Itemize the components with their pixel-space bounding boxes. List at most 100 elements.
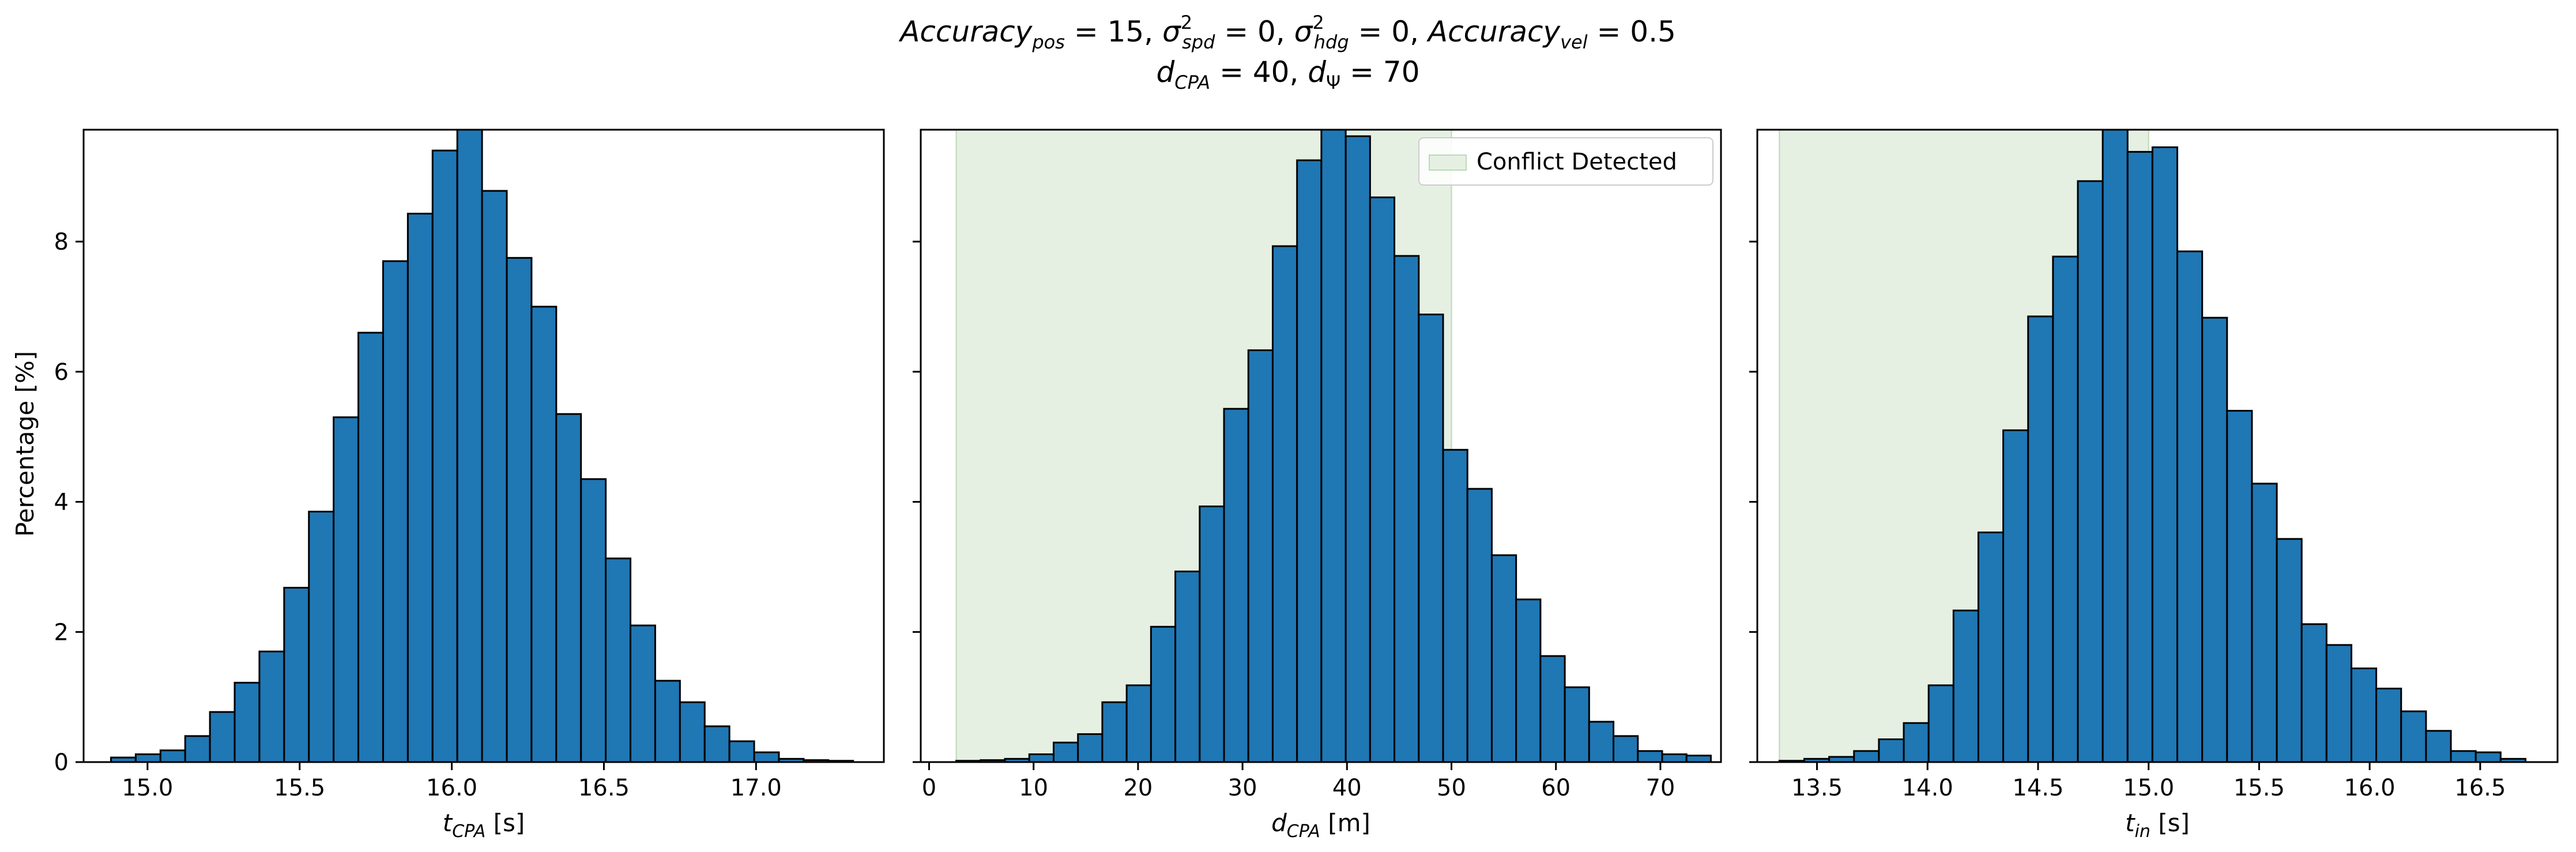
histogram-bar [1418, 314, 1444, 763]
panel-2-xlabel: dCPA [m] [1271, 809, 1370, 842]
histogram-bar [2027, 315, 2054, 763]
axes-frame [1756, 129, 2559, 763]
legend-swatch [1429, 154, 1467, 171]
histogram-bar [1613, 735, 1639, 763]
histogram-bar [1223, 408, 1249, 763]
histogram-bar [159, 749, 186, 763]
x-tick-label: 14.5 [2012, 775, 2063, 801]
histogram-bar [258, 650, 285, 763]
histogram-bar [2375, 687, 2402, 763]
histogram-bar [580, 478, 607, 763]
histogram-bar [209, 711, 236, 763]
histogram-bar [2400, 710, 2427, 763]
histogram-bar [1661, 753, 1688, 763]
histogram-bar [283, 587, 310, 763]
histogram-bar [2226, 410, 2253, 763]
x-tick-label: 14.0 [1902, 775, 1953, 801]
figure-title-line-2: dCPA = 40, dΨ = 70 [1156, 55, 1419, 93]
histogram-bar [234, 681, 261, 763]
histogram-bar [308, 510, 335, 763]
x-tick-label: 13.5 [1791, 775, 1843, 801]
x-tick-label: 50 [1437, 775, 1466, 801]
panel-1-xlabel: tCPA [s] [443, 809, 525, 842]
axes-frame [82, 129, 885, 763]
histogram-bar [2151, 146, 2179, 763]
x-tick-label: 16.5 [2454, 775, 2506, 801]
histogram-bar [753, 751, 780, 763]
panel-3-xlabel: tin [s] [2125, 809, 2190, 842]
x-tick-label: 0 [922, 775, 936, 801]
histogram-bar [728, 740, 755, 763]
histogram-bar [1588, 721, 1615, 763]
histogram-bar [1466, 488, 1493, 763]
histogram-bar [1296, 159, 1323, 763]
histogram-bar [2475, 751, 2502, 763]
legend: Conflict Detected [1418, 137, 1713, 186]
histogram-bar [1564, 686, 1590, 763]
y-tick-label: 0 [54, 749, 69, 776]
panel-2: 0 10 20 30 40 50 60 70 [913, 129, 1722, 801]
y-tick-label: 4 [54, 489, 69, 516]
histogram-bar [357, 331, 384, 763]
y-tick-label: 2 [54, 619, 69, 646]
histogram-bar [1977, 531, 2005, 763]
histogram-bar [382, 260, 409, 763]
x-tick-label: 15.5 [2234, 775, 2285, 801]
histogram-bar [134, 753, 161, 763]
histogram-bar [703, 725, 730, 763]
panel-1: 15.0 15.5 16.0 16.5 17.0 0 2 4 6 8 [54, 129, 885, 801]
histogram-bar [605, 557, 632, 763]
histogram-bar [2350, 667, 2378, 763]
y-axis-label: Percentage [%] [11, 351, 39, 537]
x-tick-label: 15.0 [122, 775, 173, 801]
x-tick-label: 15.0 [2123, 775, 2174, 801]
histogram-bar [1174, 570, 1201, 763]
y-tick-label: 8 [54, 229, 69, 255]
histogram-bar [1345, 135, 1371, 763]
axes-frame [920, 129, 1722, 763]
legend-label: Conflict Detected [1477, 149, 1677, 175]
x-tick-label: 16.5 [578, 775, 630, 801]
x-tick-label: 16.0 [2344, 775, 2396, 801]
histogram-bar [2276, 538, 2303, 763]
histogram-bar [1052, 741, 1079, 763]
histogram-bar [1028, 753, 1054, 763]
histogram-bar [679, 701, 706, 763]
histogram-bar [1271, 245, 1298, 763]
histogram-bar [1369, 196, 1396, 763]
x-tick-label: 16.0 [426, 775, 477, 801]
histogram-bar [1394, 255, 1420, 763]
histogram-bar [2102, 129, 2129, 763]
x-tick-label: 70 [1645, 775, 1675, 801]
x-tick-label: 10 [1019, 775, 1048, 801]
histogram-bar [2126, 150, 2153, 763]
histogram-bar [2425, 730, 2452, 763]
histogram-bar [530, 306, 558, 763]
histogram-bar [555, 413, 582, 763]
histogram-bar [1320, 129, 1347, 763]
panel-3: 13.5 14.0 14.5 15.0 15.5 16.0 16.5 [1749, 129, 2559, 801]
x-tick-label: 17.0 [730, 775, 782, 801]
legend-box [1418, 137, 1713, 186]
histogram-bar [2201, 316, 2228, 763]
x-tick-label: 40 [1332, 775, 1362, 801]
histogram-bar [1442, 448, 1468, 763]
x-tick-label: 20 [1123, 775, 1153, 801]
histogram-bar [1150, 625, 1177, 763]
histogram-bar [506, 257, 533, 763]
histogram-bar [406, 213, 434, 763]
histogram-bar [1125, 684, 1152, 763]
histogram-bar [184, 735, 211, 763]
histogram-bar [1927, 684, 1954, 763]
histogram-bar [2176, 250, 2204, 763]
histogram-bar [2002, 429, 2029, 763]
histogram-bar [2450, 750, 2477, 763]
histogram-bar [1952, 609, 1979, 763]
histogram-bar [1515, 598, 1542, 763]
histogram-bar [1878, 738, 1905, 763]
histogram-bar [630, 624, 656, 763]
x-tick-label: 30 [1228, 775, 1257, 801]
histogram-bar [2077, 180, 2104, 763]
histogram-bar [2300, 623, 2328, 763]
